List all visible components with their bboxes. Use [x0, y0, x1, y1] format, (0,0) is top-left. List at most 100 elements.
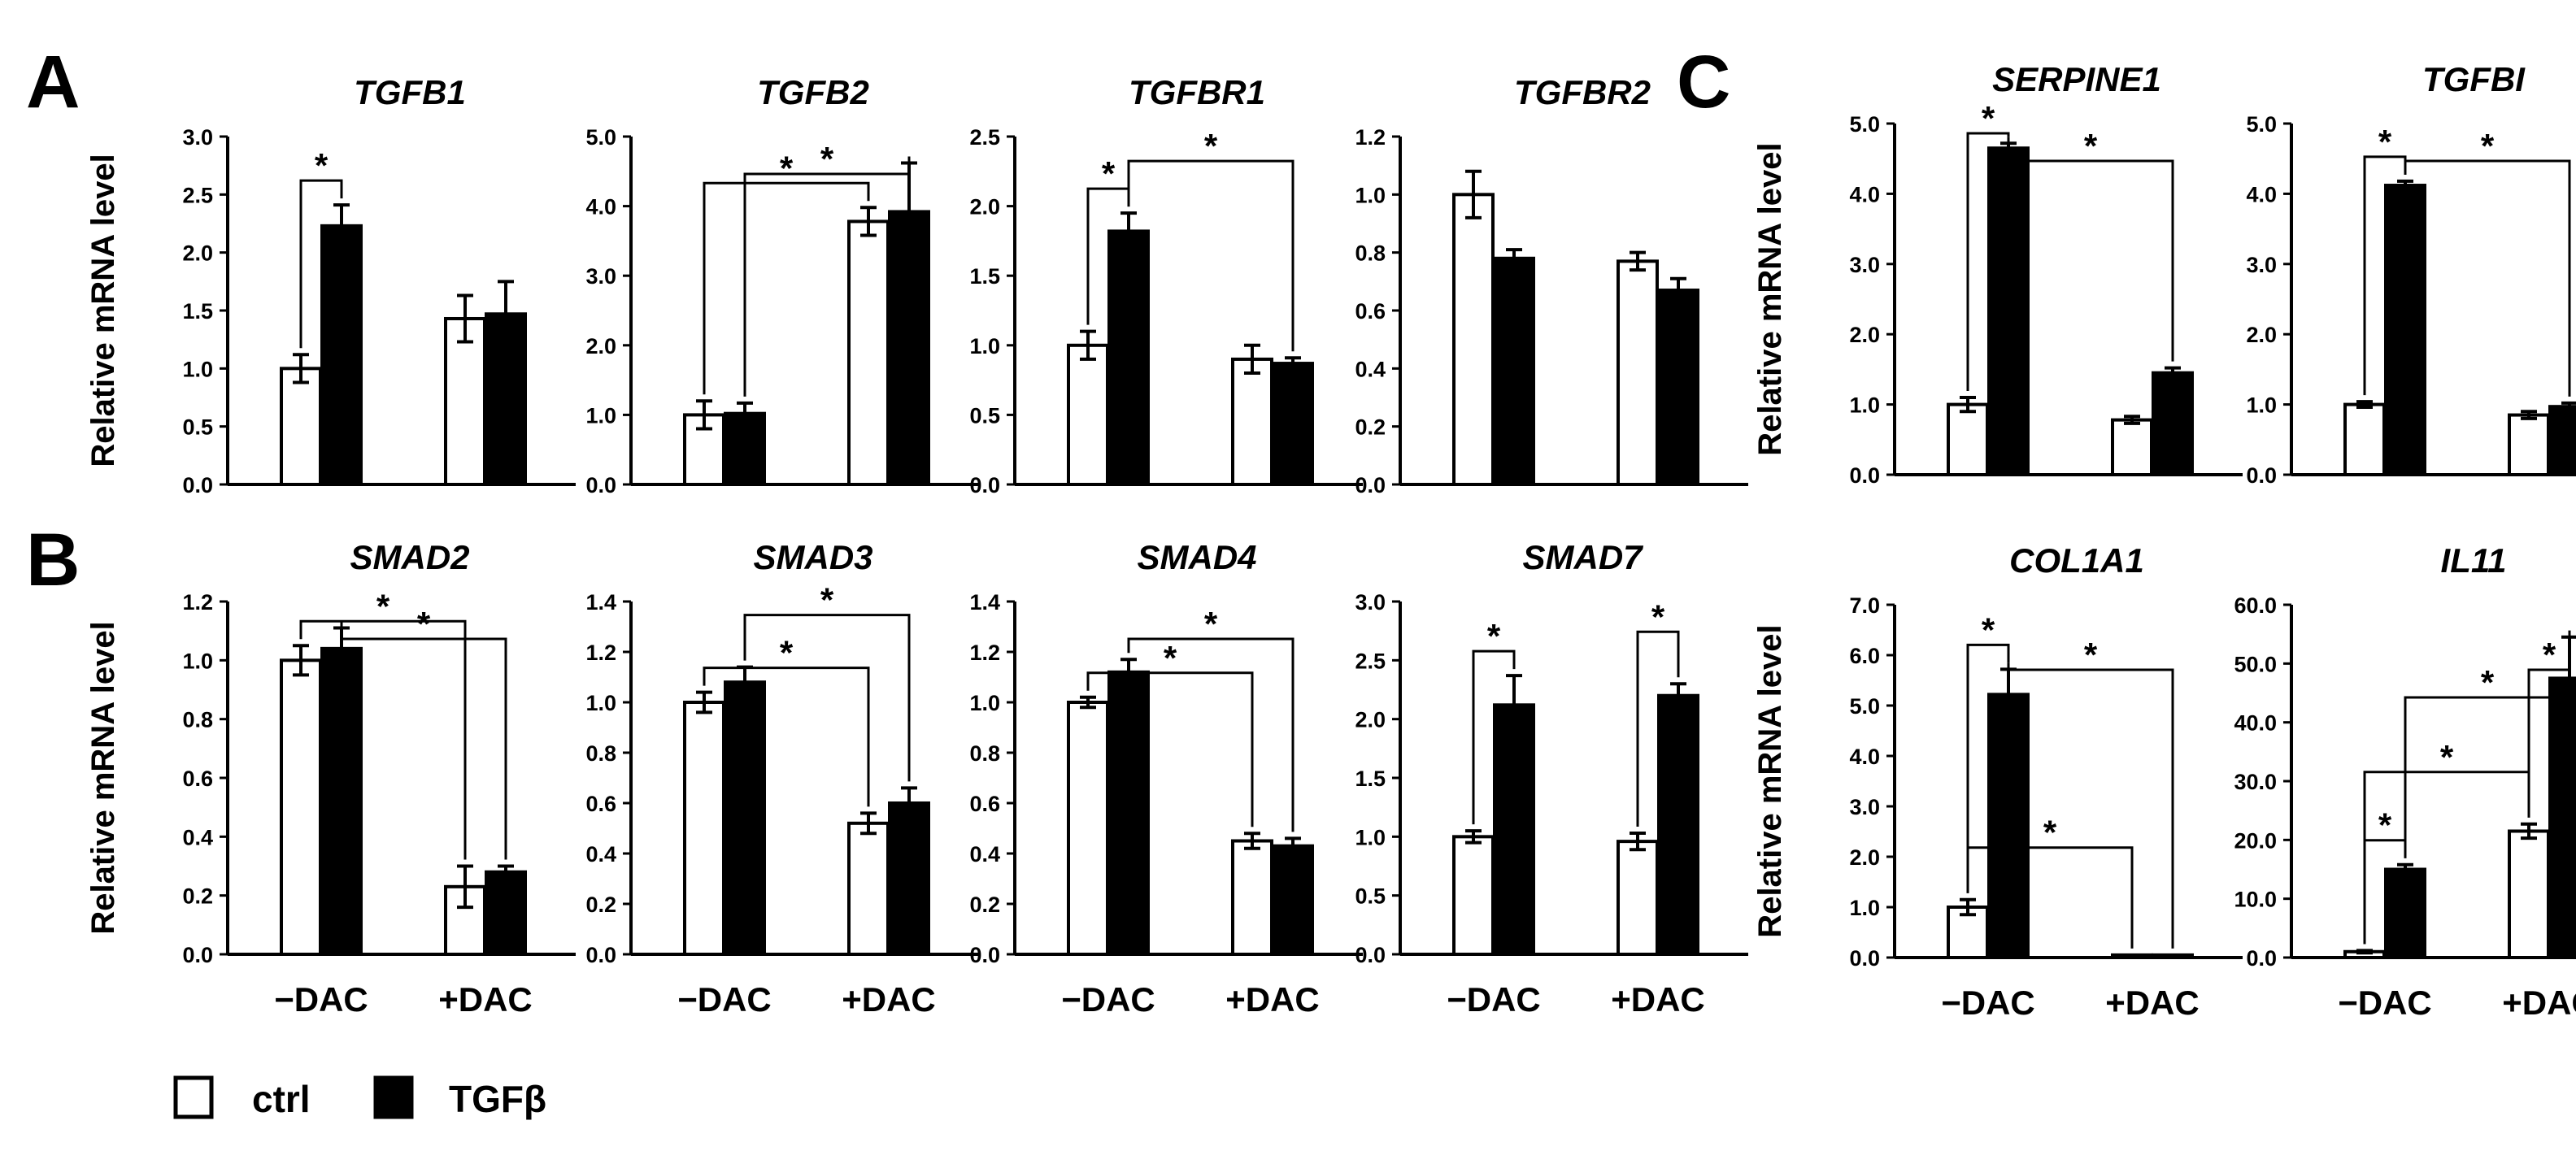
y-tick-label: 3.0 — [2246, 253, 2277, 277]
significance-bracket — [743, 614, 911, 782]
bar-ctrl — [444, 316, 486, 486]
significance-star: * — [1651, 597, 1665, 636]
x-category-label: −DAC — [1061, 980, 1155, 1019]
y-tick-label: 0.0 — [1849, 463, 1880, 488]
y-tick-label: 0.5 — [969, 403, 1000, 428]
y-tick-label: 2.5 — [182, 183, 213, 207]
chart-title: SMAD3 — [753, 538, 872, 576]
y-tick-label: 1.2 — [182, 590, 213, 615]
significance-star: * — [2378, 123, 2392, 161]
significance-bracket — [299, 179, 343, 349]
y-tick-label: 2.0 — [1849, 323, 1880, 347]
legend-ctrl-swatch — [173, 1075, 214, 1119]
y-tick-label: 4.0 — [1849, 745, 1880, 769]
chart-title: TGFBR1 — [1129, 73, 1265, 111]
significance-star: * — [417, 605, 431, 643]
bar-tgfb — [724, 680, 766, 956]
y-axis-label: Relative mRNA level — [1752, 142, 1788, 455]
significance-bracket — [299, 619, 467, 860]
x-category-label: −DAC — [1447, 980, 1541, 1019]
significance-bracket — [1127, 637, 1295, 832]
y-tick-label: 4.0 — [585, 195, 616, 219]
y-tick-label: 0.0 — [585, 943, 616, 967]
significance-bracket — [1472, 649, 1516, 825]
y-tick-label: 0.0 — [1355, 473, 1386, 497]
chart-serpine1: SERPINE1 0.0 1.0 2.0 3.0 4.0 5.0 Relative mRNA … — [1752, 60, 2243, 488]
legend-tgfb-swatch — [373, 1075, 414, 1119]
legend: ctrl TGFβ — [173, 1075, 546, 1120]
significance-bracket — [2007, 137, 2174, 362]
y-axis-label: Relative mRNA level — [85, 154, 121, 467]
y-tick-label: 3.0 — [585, 264, 616, 289]
y-tick-label: 1.0 — [969, 334, 1000, 358]
y-tick-label: 3.0 — [1849, 253, 1880, 277]
bar-tgfb — [1107, 229, 1150, 486]
y-tick-label: 6.0 — [1849, 644, 1880, 668]
x-category-label: +DAC — [438, 980, 533, 1019]
y-tick-label: 2.5 — [969, 125, 1000, 150]
significance-bracket — [743, 156, 911, 397]
y-tick-label: 2.0 — [585, 334, 616, 358]
significance-star: * — [1164, 639, 1177, 677]
bar-tgfb — [2548, 405, 2576, 476]
bar-tgfb — [1493, 703, 1535, 956]
y-tick-label: 30.0 — [2234, 770, 2277, 794]
y-tick-label: 1.0 — [969, 691, 1000, 715]
y-tick-label: 0.8 — [182, 708, 213, 732]
bar-tgfb — [1272, 362, 1314, 486]
bar-tgfb — [1987, 146, 2030, 477]
chart-title: SERPINE1 — [1992, 60, 2161, 98]
chart-smad7: SMAD7 0.0 0.5 1.0 1.5 2.0 2.5 3.0 * * −DAC +DAC — [1355, 538, 1748, 1019]
y-tick-label: 0.0 — [585, 473, 616, 497]
bar-tgfb — [1107, 670, 1150, 956]
significance-star: * — [2543, 636, 2556, 674]
significance-bracket — [703, 667, 870, 807]
chart-tgfb2: TGFB2 0.0 1.0 2.0 3.0 4.0 5.0 * * — [585, 73, 979, 497]
y-tick-label: 0.4 — [969, 842, 1000, 867]
bar-ctrl — [2508, 829, 2550, 959]
significance-star: * — [1204, 605, 1218, 643]
bar-tgfb — [1272, 844, 1314, 956]
bar-ctrl — [1452, 193, 1495, 486]
y-tick-label: 0.6 — [182, 767, 213, 791]
y-tick-label: 5.0 — [1849, 694, 1880, 719]
significance-star: * — [2378, 806, 2392, 845]
significance-star: * — [1204, 127, 1218, 165]
x-category-label: +DAC — [1611, 980, 1705, 1019]
y-tick-label: 1.0 — [585, 691, 616, 715]
chart-title: TGFBI — [2422, 60, 2526, 98]
y-tick-label: 2.0 — [1849, 845, 1880, 870]
y-tick-label: 1.2 — [969, 641, 1000, 665]
significance-star: * — [1982, 610, 1995, 649]
y-tick-label: 0.4 — [1355, 357, 1386, 381]
y-tick-label: 3.0 — [182, 125, 213, 150]
bar-tgfb — [2384, 867, 2426, 959]
y-tick-label: 0.0 — [2246, 463, 2277, 488]
x-category-label: −DAC — [1941, 984, 2035, 1022]
bar-tgfb — [320, 646, 363, 956]
y-tick-label: 1.0 — [182, 649, 213, 673]
bar-ctrl — [2111, 953, 2153, 960]
y-tick-label: 0.2 — [585, 893, 616, 917]
bar-ctrl — [280, 367, 322, 487]
y-tick-label: 0.5 — [1355, 884, 1386, 909]
significance-bracket — [2404, 159, 2571, 397]
y-tick-label: 0.8 — [1355, 241, 1386, 266]
y-tick-label: 0.0 — [2246, 946, 2277, 971]
y-tick-label: 60.0 — [2234, 593, 2277, 618]
bar-ctrl — [2508, 413, 2550, 476]
y-tick-label: 2.0 — [2246, 323, 2277, 347]
significance-bracket — [1966, 132, 2010, 391]
bar-tgfb — [2152, 953, 2194, 960]
y-tick-label: 1.2 — [585, 641, 616, 665]
x-category-label: −DAC — [2338, 984, 2432, 1022]
y-tick-label: 1.5 — [969, 264, 1000, 289]
bar-tgfb — [1657, 289, 1699, 486]
y-tick-label: 1.5 — [1355, 767, 1386, 791]
bar-ctrl — [1947, 402, 1989, 477]
bar-ctrl — [280, 658, 322, 956]
y-axis-label: Relative mRNA level — [85, 621, 121, 934]
bar-tgfb — [1493, 256, 1535, 486]
significance-star: * — [780, 634, 794, 672]
bar-ctrl — [1617, 840, 1659, 956]
